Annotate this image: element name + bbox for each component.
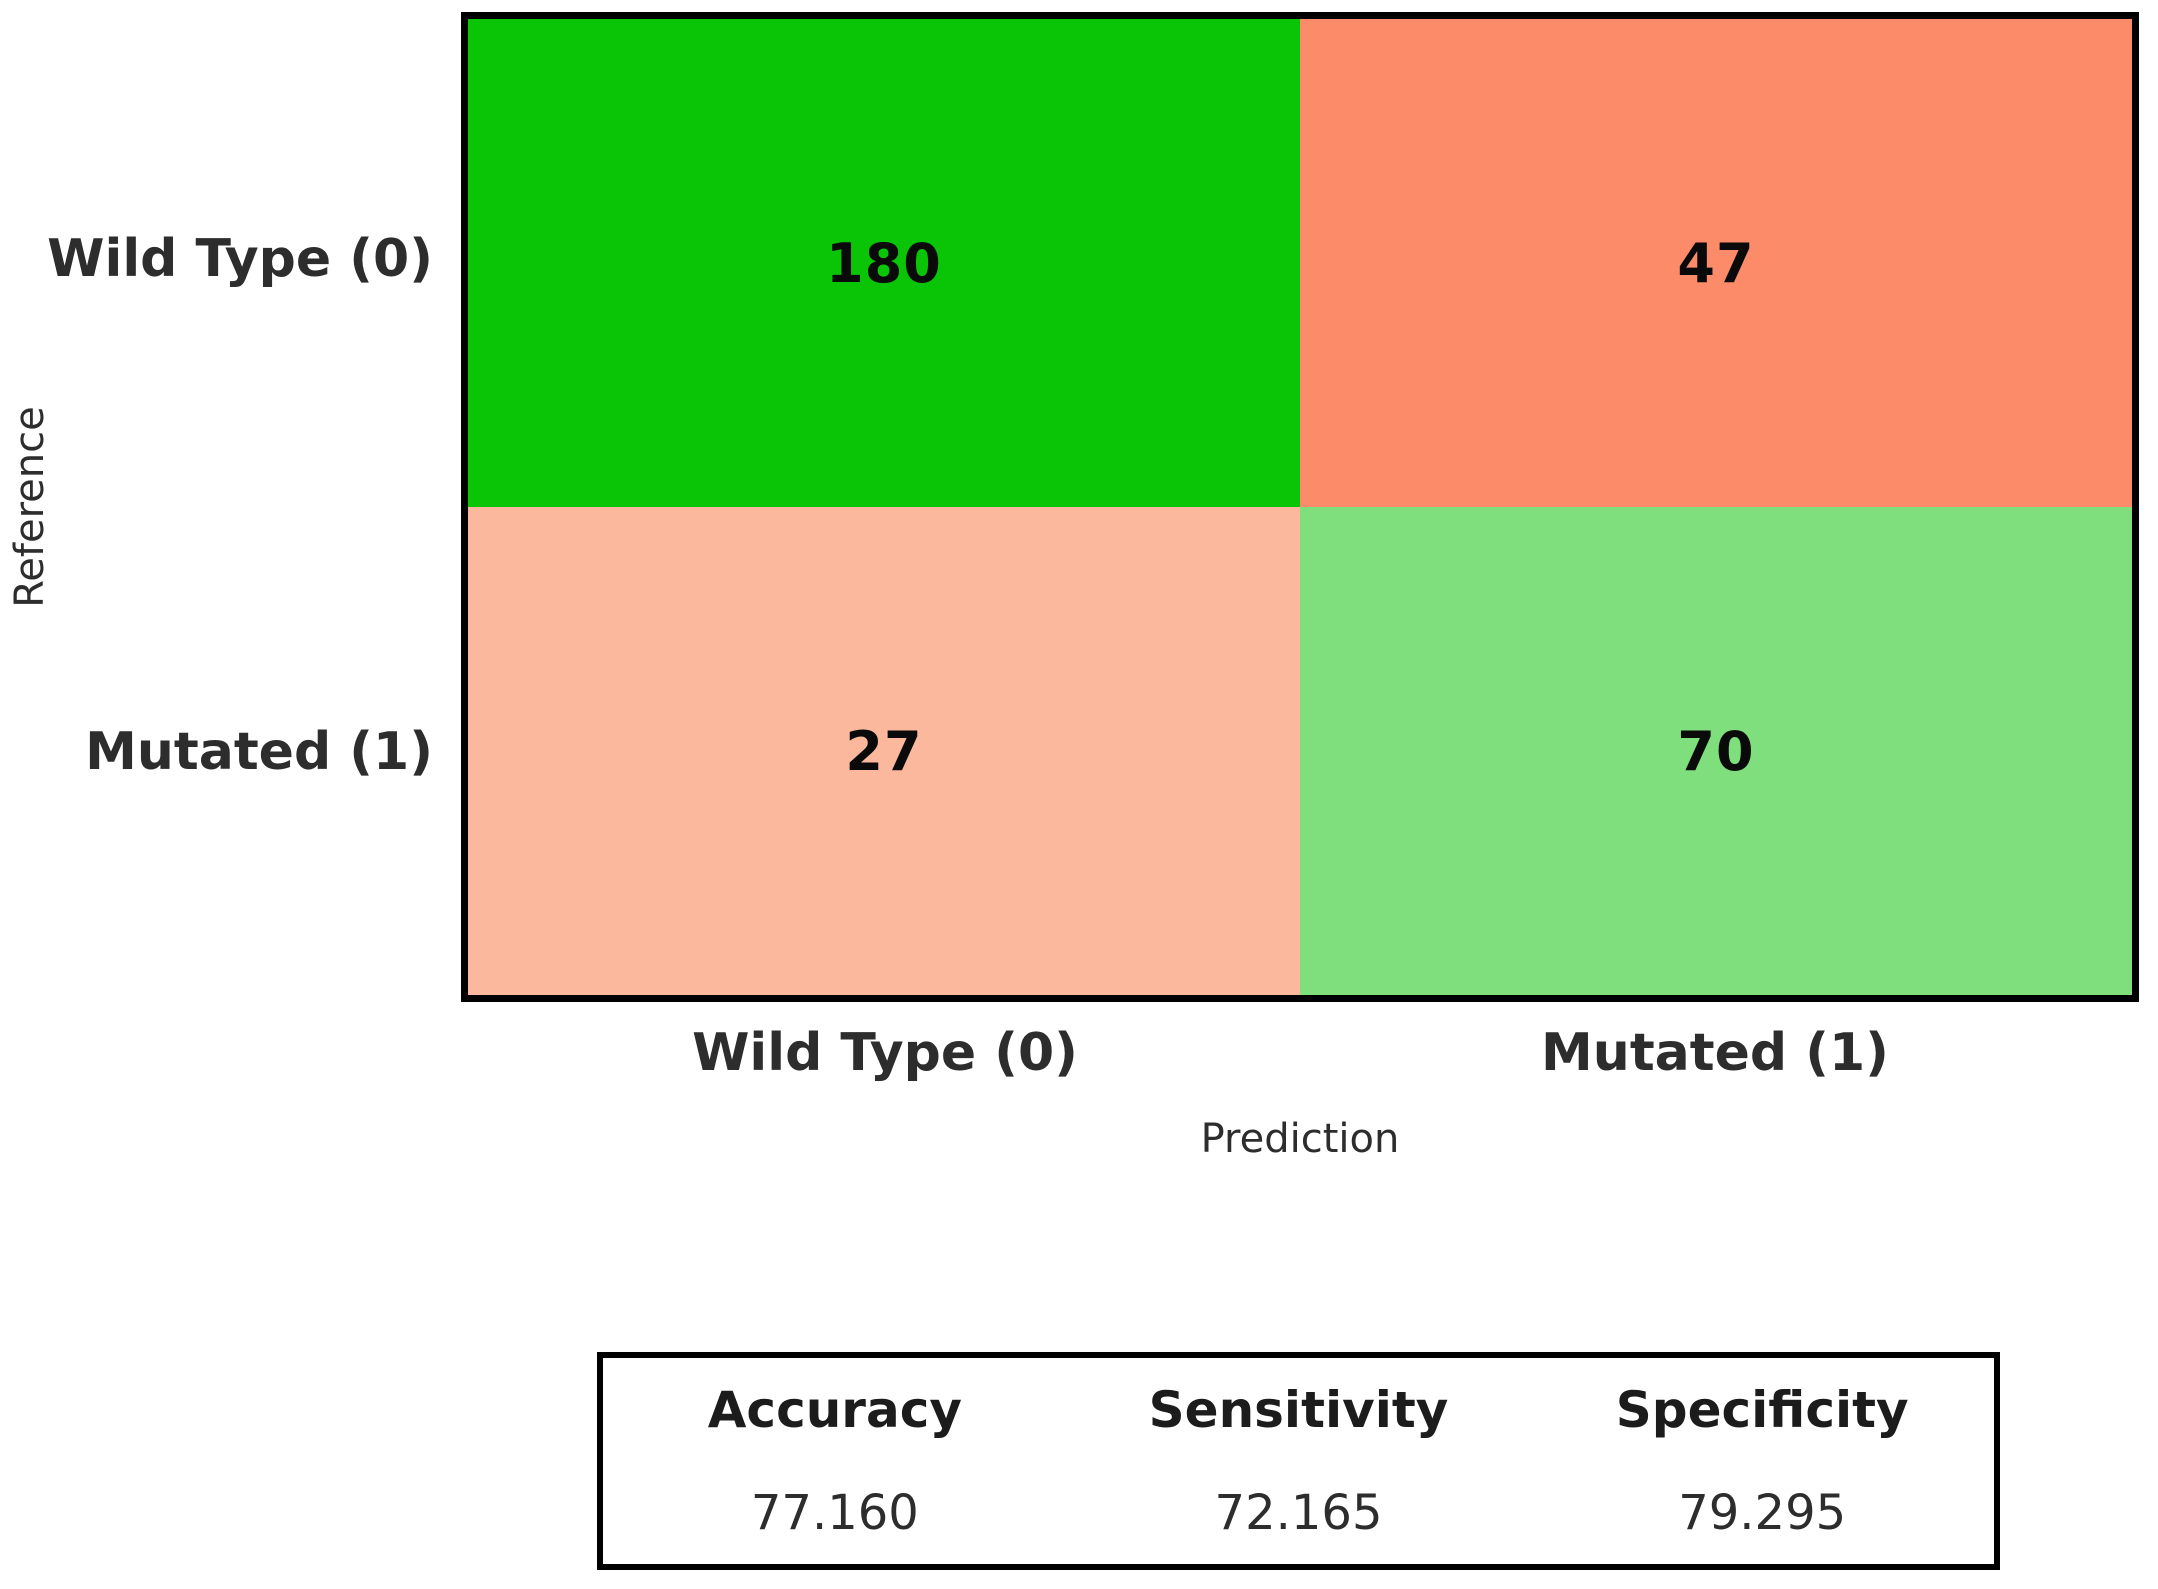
matrix-cell-ref-mutated-pred-mutated: 70 [1300,507,2132,995]
metric-header-specificity: Specificity [1615,1380,1909,1439]
cell-value-false-wildtype: 27 [845,719,923,783]
metric-header-sensitivity: Sensitivity [1148,1380,1449,1439]
matrix-cell-ref-mutated-pred-wildtype: 27 [468,507,1300,995]
x-axis-title: Prediction [1200,1116,1400,1162]
confusion-matrix-plot: 180 47 27 70 [461,12,2139,1002]
metrics-value-row: 77.160 72.165 79.295 [603,1461,1994,1564]
y-tick-mutated: Mutated (1) [85,722,433,782]
metrics-header-row: Accuracy Sensitivity Specificity [603,1358,1994,1461]
matrix-cell-ref-wildtype-pred-wildtype: 180 [468,19,1300,507]
y-tick-wild-type: Wild Type (0) [47,229,433,289]
metric-value-accuracy: 77.160 [750,1484,919,1541]
metric-value-sensitivity: 72.165 [1214,1484,1383,1541]
metric-header-accuracy: Accuracy [707,1380,962,1439]
cell-value-true-wildtype: 180 [826,231,942,295]
x-tick-wild-type: Wild Type (0) [692,1023,1078,1083]
metric-value-specificity: 79.295 [1678,1484,1847,1541]
y-axis-title: Reference [7,406,53,608]
cell-value-true-mutated: 70 [1677,719,1755,783]
matrix-cell-ref-wildtype-pred-mutated: 47 [1300,19,2132,507]
x-tick-mutated: Mutated (1) [1541,1023,1889,1083]
metrics-table: Accuracy Sensitivity Specificity 77.160 … [597,1352,2000,1570]
cell-value-false-mutated: 47 [1677,231,1755,295]
